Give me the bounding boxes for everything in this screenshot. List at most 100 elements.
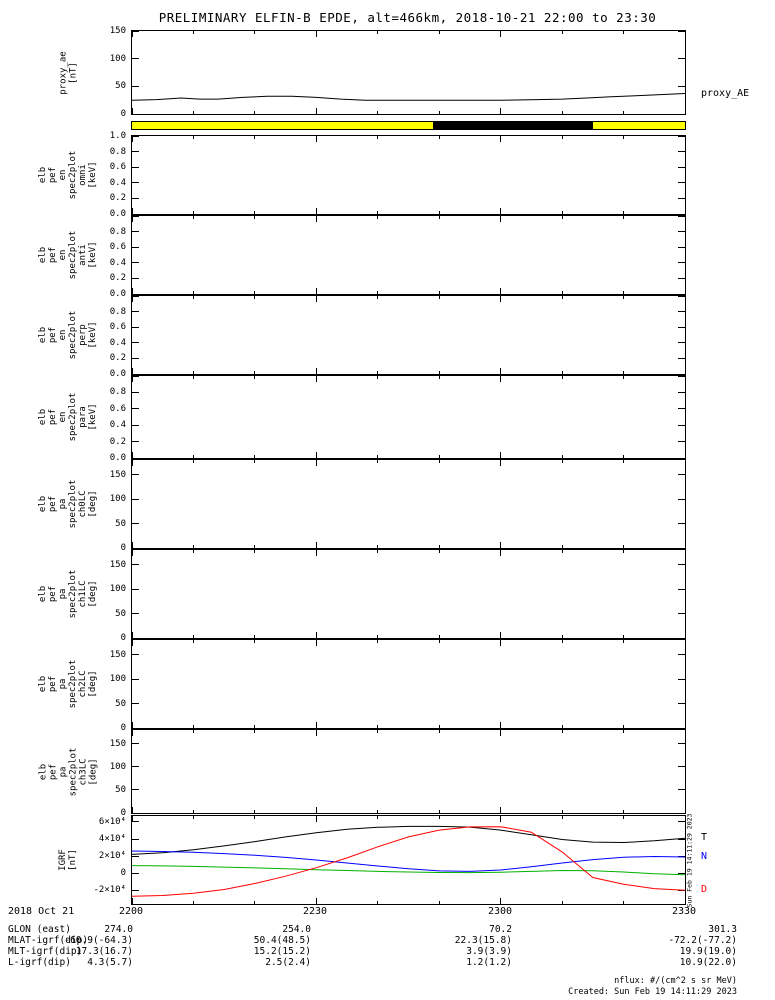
x-minor-tick xyxy=(192,810,194,813)
x-tick xyxy=(315,108,317,114)
plot-title: PRELIMINARY ELFIN-B EPDE, alt=466km, 201… xyxy=(158,10,657,25)
y-tick xyxy=(132,295,139,297)
footer-value: 254.0 xyxy=(282,924,311,935)
y-tick xyxy=(132,564,139,566)
panel-y-label: elb pef en spec2plot para [keV] xyxy=(38,392,98,442)
x-tick xyxy=(131,542,133,548)
x-tick xyxy=(684,288,686,294)
date-label: 2018 Oct 21 xyxy=(8,906,75,917)
y-tick xyxy=(132,838,139,840)
x-minor-tick xyxy=(623,460,625,463)
x-tick xyxy=(131,288,133,294)
y-tick xyxy=(678,113,685,115)
x-minor-tick xyxy=(438,455,440,458)
y-tick xyxy=(132,311,139,313)
x-minor-tick xyxy=(561,640,563,643)
x-tick xyxy=(684,368,686,374)
x-tick xyxy=(131,640,133,646)
x-tick xyxy=(500,722,502,728)
footer-value: 17.3(16.7) xyxy=(75,946,133,957)
footer-value: 3.9(3.9) xyxy=(466,946,512,957)
y-tick xyxy=(132,342,139,344)
x-tick xyxy=(500,368,502,374)
y-tick xyxy=(678,523,685,525)
y-tick xyxy=(678,342,685,344)
x-tick xyxy=(315,208,317,214)
y-tick xyxy=(678,166,685,168)
footer-label-lshell: L-igrf(dip) xyxy=(8,957,71,968)
x-tick xyxy=(315,632,317,638)
footer-value: 301.3 xyxy=(708,924,737,935)
x-tick xyxy=(500,136,502,142)
y-tick xyxy=(132,408,139,410)
y-tick xyxy=(132,523,139,525)
x-tick xyxy=(131,296,133,302)
x-minor-tick xyxy=(438,816,440,819)
panel-y-label: elb pef pa spec2plot ch0LC [deg] xyxy=(38,479,98,529)
x-minor-tick xyxy=(561,211,563,214)
x-minor-tick xyxy=(377,810,379,813)
x-minor-tick xyxy=(192,730,194,733)
panel-y-label: IGRF [nT] xyxy=(58,849,78,871)
y-tick xyxy=(678,262,685,264)
x-tick xyxy=(131,136,133,142)
panel-elb_pef_pa_spec2plot_ch1LC: 0 50 100 150 elb pef pa spec2plot ch1LC [deg… xyxy=(38,549,686,643)
y-tick-label: 50 xyxy=(115,81,126,92)
x-tick xyxy=(315,807,317,813)
x-minor-tick xyxy=(377,136,379,139)
x-tick xyxy=(315,460,317,466)
x-tick xyxy=(315,296,317,302)
y-tick xyxy=(678,213,685,215)
x-tick xyxy=(315,722,317,728)
series-line-E xyxy=(131,865,686,876)
x-tick xyxy=(131,722,133,728)
y-tick xyxy=(132,113,139,115)
x-minor-tick xyxy=(561,291,563,294)
y-tick xyxy=(132,654,139,656)
y-tick xyxy=(132,375,139,377)
y-tick-label: -2×10⁴ xyxy=(93,885,126,896)
y-tick xyxy=(678,441,685,443)
x-tick xyxy=(315,730,317,736)
y-tick-label: 0.6 xyxy=(109,403,126,414)
footer-value: 22.3(15.8) xyxy=(454,935,512,946)
y-tick xyxy=(678,613,685,615)
footer-value: 70.2 xyxy=(489,924,512,935)
y-tick xyxy=(132,135,139,137)
y-tick xyxy=(678,293,685,295)
y-tick-label: 0.8 xyxy=(109,146,126,157)
series-line-T xyxy=(131,825,686,855)
x-minor-tick xyxy=(438,296,440,299)
x-tick xyxy=(131,460,133,466)
y-tick xyxy=(678,474,685,476)
y-tick-label: 0 xyxy=(120,543,126,553)
y-tick xyxy=(132,246,139,248)
x-minor-tick xyxy=(254,725,256,728)
x-tick xyxy=(131,108,133,114)
y-tick xyxy=(132,357,139,359)
series-label-d: D xyxy=(701,884,708,896)
x-minor-tick xyxy=(561,371,563,374)
y-tick xyxy=(132,766,139,768)
panel-elb_pef_pa_spec2plot_ch3LC: 0 50 100 150 elb pef pa spec2plot ch3LC [deg… xyxy=(38,729,686,818)
x-minor-tick xyxy=(623,545,625,548)
footer-value: 4.3(5.7) xyxy=(87,957,133,968)
x-minor-tick xyxy=(623,816,625,819)
y-tick-label: 6×10⁴ xyxy=(98,816,126,827)
x-tick xyxy=(131,368,133,374)
x-tick xyxy=(315,31,317,37)
x-minor-tick xyxy=(377,725,379,728)
y-tick xyxy=(678,637,685,639)
x-minor-tick xyxy=(254,371,256,374)
x-minor-tick xyxy=(623,901,625,904)
y-tick-label: 0.4 xyxy=(109,257,126,268)
side-timestamp: Sun Feb 19 14:11:29 2023 xyxy=(685,813,694,908)
y-tick xyxy=(132,613,139,615)
y-tick xyxy=(678,654,685,656)
y-tick xyxy=(132,262,139,264)
y-tick xyxy=(678,821,685,823)
y-tick-label: 0.8 xyxy=(109,226,126,237)
y-tick-label: 0 xyxy=(120,723,126,733)
x-minor-tick xyxy=(623,291,625,294)
x-minor-tick xyxy=(561,725,563,728)
